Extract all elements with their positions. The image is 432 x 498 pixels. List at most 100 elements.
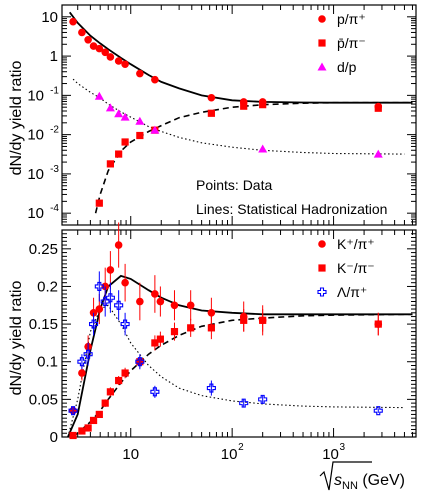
y-tick-label: 1 <box>50 48 58 65</box>
data-point <box>374 104 382 112</box>
legend-label: K⁺/π⁺ <box>337 236 375 252</box>
data-point <box>151 75 159 84</box>
x-axis-label: sNN (GeV) <box>319 461 405 492</box>
data-point <box>259 101 267 109</box>
data-point <box>136 69 144 78</box>
data-point <box>121 138 129 146</box>
data-point <box>239 398 249 408</box>
data-point <box>78 28 86 37</box>
data-point <box>156 297 165 306</box>
data-point <box>317 287 327 297</box>
data-point <box>318 39 326 47</box>
data-point <box>258 394 268 404</box>
data-point <box>114 241 123 249</box>
data-point <box>151 339 159 347</box>
data-point <box>83 349 93 359</box>
data-point <box>95 410 103 419</box>
y-tick-label: 10 <box>27 166 44 183</box>
data-point <box>135 357 145 367</box>
y-tick-label-exponent: -1 <box>50 85 59 96</box>
data-point <box>101 48 109 57</box>
data-point <box>95 44 104 53</box>
y-tick-label-exponent: -3 <box>50 164 59 175</box>
x-tick-label: 10 <box>122 446 139 463</box>
data-point <box>206 383 216 393</box>
legend-label: K⁻/π⁻ <box>337 260 375 276</box>
data-point <box>100 296 110 307</box>
y-tick-label-exponent: -4 <box>50 203 59 214</box>
curve-dashed <box>94 101 413 214</box>
data-point <box>318 264 326 272</box>
data-point <box>373 149 383 158</box>
data-point <box>207 324 215 332</box>
x-tick-label: 10 <box>221 446 238 463</box>
annotation-text: Points: Data <box>196 177 272 193</box>
y-tick-label: 10 <box>27 87 44 104</box>
data-point <box>186 301 195 310</box>
top-y-axis-label: dN/dy yield ratio <box>8 61 25 176</box>
data-point <box>115 376 123 385</box>
curve-solid <box>67 274 413 437</box>
data-point <box>120 319 130 329</box>
data-point <box>94 281 104 292</box>
data-point <box>207 109 215 117</box>
data-point <box>151 290 159 298</box>
y-tick-label: 0 <box>50 429 58 446</box>
data-point <box>373 406 383 416</box>
data-point <box>318 240 326 248</box>
curve-dotted <box>67 304 405 437</box>
data-point <box>170 301 179 310</box>
data-point <box>106 53 115 61</box>
data-point <box>150 125 160 134</box>
data-point <box>136 131 144 140</box>
top-panel: 10 1 10 -1 10 -2 10 -3 10 -4 p/π⁺ p̄/π⁻ d/p Points: D… <box>27 4 417 226</box>
sqrt-sign <box>319 461 372 491</box>
data-point <box>89 416 98 425</box>
plot-frame <box>61 229 417 438</box>
bottom-y-axis-label: dN/dy yield ratio <box>8 281 25 396</box>
plot-frame <box>61 4 417 226</box>
data-point <box>121 60 129 69</box>
data-point <box>156 335 164 343</box>
data-point <box>121 278 129 287</box>
data-point <box>115 150 123 158</box>
data-point <box>135 116 145 125</box>
data-point <box>150 387 160 397</box>
data-point <box>95 199 103 207</box>
data-point <box>240 316 248 324</box>
data-point <box>105 103 115 112</box>
data-point <box>170 328 179 336</box>
legend-label: p̄/π⁻ <box>337 35 366 51</box>
x-tick-label-exponent: 3 <box>340 442 346 453</box>
x-tick-label: 10 <box>322 446 339 463</box>
data-point <box>114 109 124 118</box>
data-point <box>207 93 216 102</box>
x-tick-label-exponent: 2 <box>238 442 244 453</box>
x-axis-label-text: sNN (GeV) <box>334 472 405 492</box>
data-point <box>258 144 268 153</box>
data-point <box>318 15 326 23</box>
legend-label: p/π⁺ <box>337 11 366 27</box>
data-point <box>240 102 248 110</box>
data-point <box>89 42 98 50</box>
data-point <box>121 369 129 377</box>
data-point <box>207 309 216 317</box>
y-tick-label: 10 <box>27 127 44 144</box>
data-point <box>89 319 99 329</box>
data-point <box>94 91 104 100</box>
annotation-text: Lines: Statistical Hadronization <box>196 201 387 217</box>
y-tick-label: 0.1 <box>37 354 58 371</box>
y-tick-label: 0.15 <box>29 316 58 333</box>
y-tick-label: 10 <box>27 205 44 222</box>
data-point <box>68 406 78 416</box>
data-point <box>69 431 77 440</box>
data-point <box>374 320 382 328</box>
y-tick-label-exponent: -2 <box>50 125 59 136</box>
data-point <box>95 305 104 313</box>
data-point <box>101 399 109 407</box>
data-point <box>106 160 114 168</box>
legend-label: d/p <box>337 59 357 75</box>
y-tick-label: 0.2 <box>37 278 58 295</box>
